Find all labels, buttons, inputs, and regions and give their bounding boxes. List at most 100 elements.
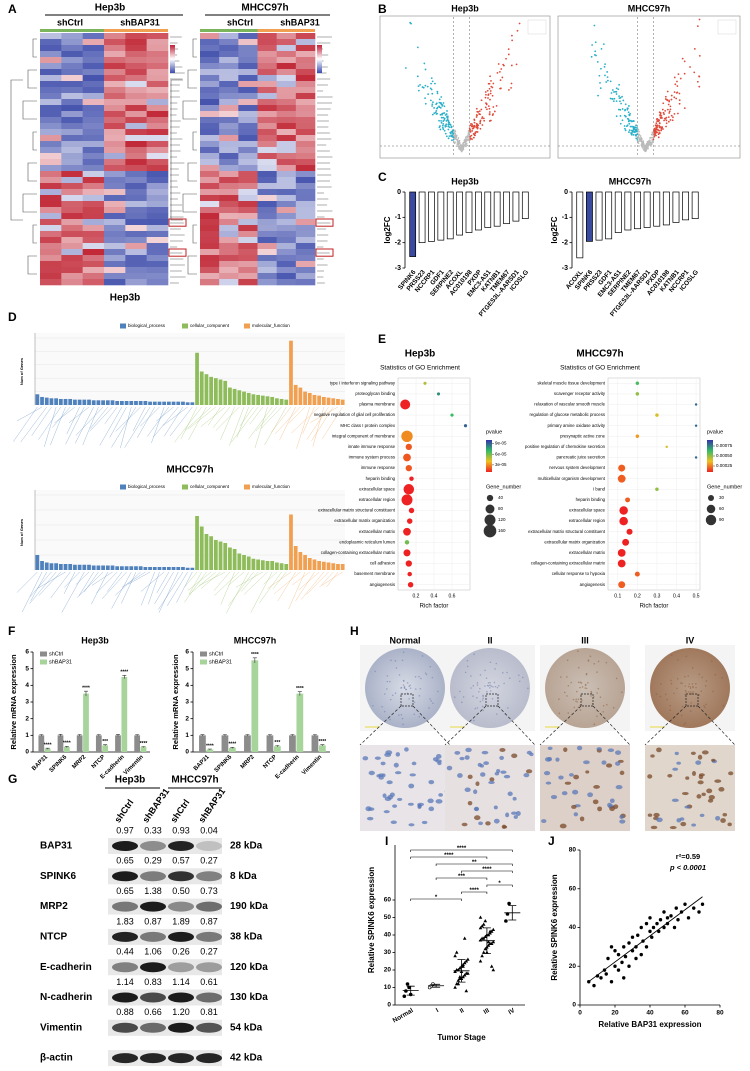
bar (63, 564, 68, 570)
heatmap-cell (295, 237, 316, 244)
point (683, 902, 687, 906)
point (627, 964, 631, 968)
cell (698, 773, 705, 777)
heatmap-cell (257, 39, 277, 46)
bar (157, 401, 162, 405)
heatmap-cell (40, 51, 62, 58)
heatmap-cell (61, 207, 83, 214)
texture (403, 686, 406, 689)
heatmap-cell (276, 207, 297, 214)
dot (622, 538, 630, 546)
volcano-point (443, 119, 446, 121)
point (462, 936, 467, 940)
volcano-point (453, 131, 455, 134)
heatmap-cell (219, 207, 239, 214)
cell (545, 781, 552, 785)
protein-label: MRP2 (40, 901, 68, 912)
texture (474, 707, 477, 710)
dot (617, 549, 626, 557)
bar (321, 561, 326, 570)
y-tick-label: 4 (25, 682, 29, 689)
volcano-point (667, 120, 670, 123)
error-bar (83, 690, 88, 697)
heatmap-cell (61, 57, 83, 64)
texture (462, 696, 465, 698)
heatmap-cell (61, 213, 83, 220)
heatmap-cell (40, 255, 62, 262)
volcano-title: MHCC97h (628, 3, 671, 13)
heatmap-cell (40, 75, 62, 82)
texture (489, 687, 491, 689)
cell (711, 758, 716, 762)
term-label: cellular response to hypoxia (552, 571, 606, 576)
bar (44, 397, 49, 405)
volcano-point (445, 113, 448, 115)
y-tick-label: 0 (25, 749, 29, 756)
texture (570, 681, 572, 684)
volcano-point (673, 112, 676, 115)
dendrogram (170, 79, 183, 221)
point (655, 921, 659, 926)
dendrogram (192, 131, 197, 151)
bar (223, 543, 228, 570)
heatmap-title: Hep3b (95, 3, 126, 14)
heatmap-cell (295, 117, 316, 124)
cell (699, 813, 705, 817)
term-label: heparin binding (366, 476, 396, 481)
band-value: 0.87 (200, 916, 218, 926)
texture (698, 673, 701, 676)
heatmap-cell (125, 111, 147, 118)
volcano-point (651, 131, 654, 134)
zoom-lines (444, 705, 536, 746)
volcano-point (429, 87, 432, 90)
volcano-point (651, 139, 654, 141)
point (483, 919, 488, 923)
volcano-point (655, 122, 658, 125)
panel-label: E (378, 332, 386, 346)
volcano-point (669, 108, 672, 111)
heatmap-cell (200, 201, 220, 208)
term-label: immune system process (349, 455, 395, 460)
dot (618, 464, 626, 472)
volcano-point (473, 121, 476, 124)
volcano-point (446, 110, 448, 112)
heatmap-cell (219, 153, 239, 160)
x-label-trace (273, 571, 301, 595)
bar (275, 562, 279, 570)
error-bar (64, 746, 69, 748)
cell (690, 751, 696, 755)
point (648, 929, 652, 934)
x-label-trace (291, 406, 320, 434)
dot (401, 494, 413, 506)
dendrogram (32, 131, 37, 151)
heatmap-cell (40, 69, 62, 76)
size-label: 120 kDa (230, 962, 268, 973)
heatmap-cell (219, 225, 239, 232)
texture (409, 684, 411, 687)
volcano-point (505, 57, 507, 60)
x-label-trace (254, 406, 268, 449)
texture (390, 659, 392, 662)
texture (712, 690, 714, 693)
heatmap-cell (257, 171, 277, 178)
heatmap-cell (146, 123, 169, 130)
heatmap-cell (257, 231, 277, 238)
cell (368, 770, 375, 776)
x-tick-label: 0.4 (673, 593, 680, 599)
bar (143, 567, 148, 570)
cell (454, 750, 461, 755)
cell (647, 813, 653, 817)
volcano-point (632, 127, 635, 129)
heatmap-cell (276, 219, 297, 226)
point (692, 906, 696, 910)
bar (312, 394, 317, 405)
cell (428, 806, 435, 812)
chart-title: MHCC97h (609, 176, 652, 186)
volcano-point (480, 108, 483, 111)
heatmap-cell (295, 201, 316, 208)
zoom-region (580, 693, 594, 707)
heatmap-cell (295, 63, 316, 70)
point (665, 921, 670, 926)
heatmap-cell (146, 135, 169, 142)
volcano-title: Hep3b (451, 3, 479, 13)
